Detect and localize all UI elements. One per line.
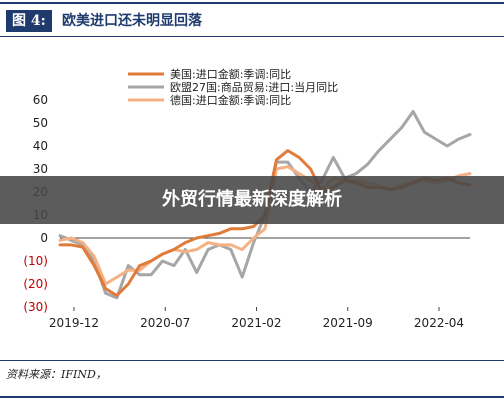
x-tick-label: 2019-12 <box>49 316 99 330</box>
y-tick-label: 30 <box>33 162 48 176</box>
footer-rule <box>0 360 504 361</box>
legend-label: 美国:进口金额:季调:同比 <box>170 67 291 81</box>
figure-label: 图 4: <box>6 10 52 32</box>
y-tick-label: (20) <box>23 277 48 291</box>
header-bottom-rule <box>0 36 504 37</box>
x-tick-label: 2022-04 <box>414 316 464 330</box>
y-tick-label: 40 <box>33 139 48 153</box>
x-tick-label: 2021-02 <box>231 316 281 330</box>
x-tick-label: 2020-07 <box>140 316 190 330</box>
legend-label: 欧盟27国:商品贸易:进口:当月同比 <box>170 80 338 94</box>
chart-legend: 美国:进口金额:季调:同比欧盟27国:商品贸易:进口:当月同比德国:进口金额:季… <box>128 67 338 107</box>
header-top-rule <box>0 2 504 4</box>
y-tick-label: 60 <box>33 93 48 107</box>
source-note: 资料来源：IFIND， <box>6 368 107 381</box>
legend-label: 德国:进口金额:季调:同比 <box>170 93 291 107</box>
overlay-banner: 外贸行情最新深度解析 <box>0 176 504 224</box>
y-tick-label: 50 <box>33 116 48 130</box>
figure-title: 欧美进口还未明显回落 <box>62 13 202 29</box>
y-tick-label: 0 <box>40 231 48 245</box>
footer-bottom-rule <box>0 396 504 398</box>
x-tick-label: 2021-09 <box>323 316 373 330</box>
y-tick-label: (10) <box>23 254 48 268</box>
y-tick-label: (30) <box>23 300 48 314</box>
figure-header: 图 4: 欧美进口还未明显回落 <box>0 4 504 36</box>
chart-axes: 6050403020100(10)(20)(30)2019-122020-072… <box>23 93 470 330</box>
